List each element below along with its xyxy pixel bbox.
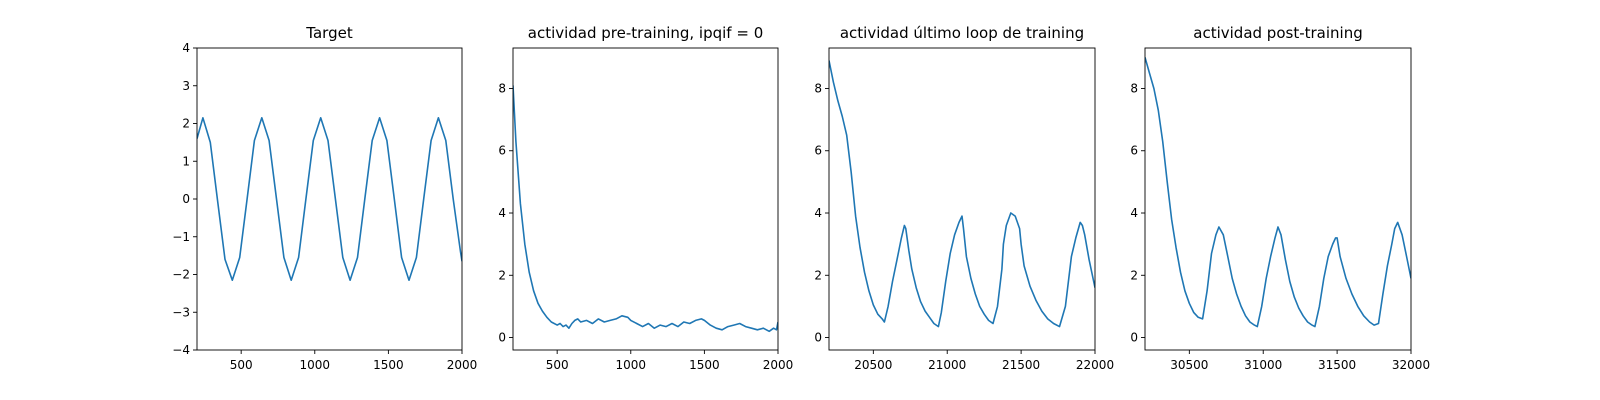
x-tick-label: 1500 bbox=[373, 358, 404, 372]
axes-frame bbox=[512, 47, 779, 351]
y-tick-label: 2 bbox=[498, 268, 506, 282]
y-tick-label: 6 bbox=[498, 144, 506, 158]
y-tick-label: −4 bbox=[172, 343, 190, 357]
chart-panel-4: actividad post-training 30500 31000 31500 32… bbox=[1130, 24, 1430, 372]
y-tick-label: 4 bbox=[814, 206, 822, 220]
x-tick-label: 22000 bbox=[1076, 358, 1114, 372]
y-tick-label: 4 bbox=[182, 41, 190, 55]
x-tick-label: 30500 bbox=[1170, 358, 1208, 372]
y-tick-label: 0 bbox=[1130, 331, 1138, 345]
y-tick-label: 4 bbox=[1130, 206, 1138, 220]
x-tick-label: 1500 bbox=[689, 358, 720, 372]
y-tick-label: 2 bbox=[182, 117, 190, 131]
y-tick-label: 8 bbox=[498, 81, 506, 95]
y-tick-label: 6 bbox=[1130, 144, 1138, 158]
x-tick-label: 31500 bbox=[1318, 358, 1356, 372]
y-tick-label: 2 bbox=[814, 268, 822, 282]
x-tick-label: 2000 bbox=[447, 358, 478, 372]
axes-frame bbox=[828, 47, 1096, 351]
y-tick-label: 3 bbox=[182, 79, 190, 93]
x-tick-label: 21500 bbox=[1002, 358, 1040, 372]
chart-title: actividad último loop de training bbox=[840, 24, 1084, 42]
series-line-1 bbox=[829, 60, 1095, 328]
x-tick-label: 500 bbox=[230, 358, 253, 372]
chart-panel-1: Target 500 1000 1500 2000 −4 −3 −2 −1 0 1 2 3 4 bbox=[172, 24, 477, 372]
chart-panel-3: actividad último loop de training 20500 21… bbox=[814, 24, 1114, 372]
x-tick-label: 32000 bbox=[1392, 358, 1430, 372]
y-tick-label: −2 bbox=[172, 268, 190, 282]
y-tick-label: 6 bbox=[814, 144, 822, 158]
x-tick-label: 31000 bbox=[1244, 358, 1282, 372]
y-tick-label: −1 bbox=[172, 230, 190, 244]
y-tick-label: 1 bbox=[182, 154, 190, 168]
y-tick-label: 8 bbox=[1130, 81, 1138, 95]
x-tick-label: 20500 bbox=[854, 358, 892, 372]
x-tick-label: 500 bbox=[546, 358, 569, 372]
chart-panel-2: actividad pre-training, ipqif = 0 500 1000… bbox=[498, 24, 793, 372]
y-tick-label: 4 bbox=[498, 206, 506, 220]
axes-frame bbox=[1144, 47, 1412, 351]
y-tick-label: 0 bbox=[814, 331, 822, 345]
series-line-1 bbox=[513, 85, 778, 333]
series-line-1 bbox=[197, 117, 462, 281]
series-line-1 bbox=[1145, 57, 1411, 328]
y-tick-label: 0 bbox=[182, 192, 190, 206]
x-tick-label: 2000 bbox=[763, 358, 794, 372]
x-tick-label: 1000 bbox=[616, 358, 647, 372]
x-tick-label: 21000 bbox=[928, 358, 966, 372]
x-tick-label: 1000 bbox=[300, 358, 331, 372]
chart-title: actividad pre-training, ipqif = 0 bbox=[528, 24, 764, 42]
chart-title: actividad post-training bbox=[1193, 24, 1362, 42]
y-tick-label: 0 bbox=[498, 331, 506, 345]
chart-title: Target bbox=[305, 24, 353, 42]
y-tick-label: −3 bbox=[172, 305, 190, 319]
y-tick-label: 8 bbox=[814, 81, 822, 95]
y-tick-label: 2 bbox=[1130, 268, 1138, 282]
